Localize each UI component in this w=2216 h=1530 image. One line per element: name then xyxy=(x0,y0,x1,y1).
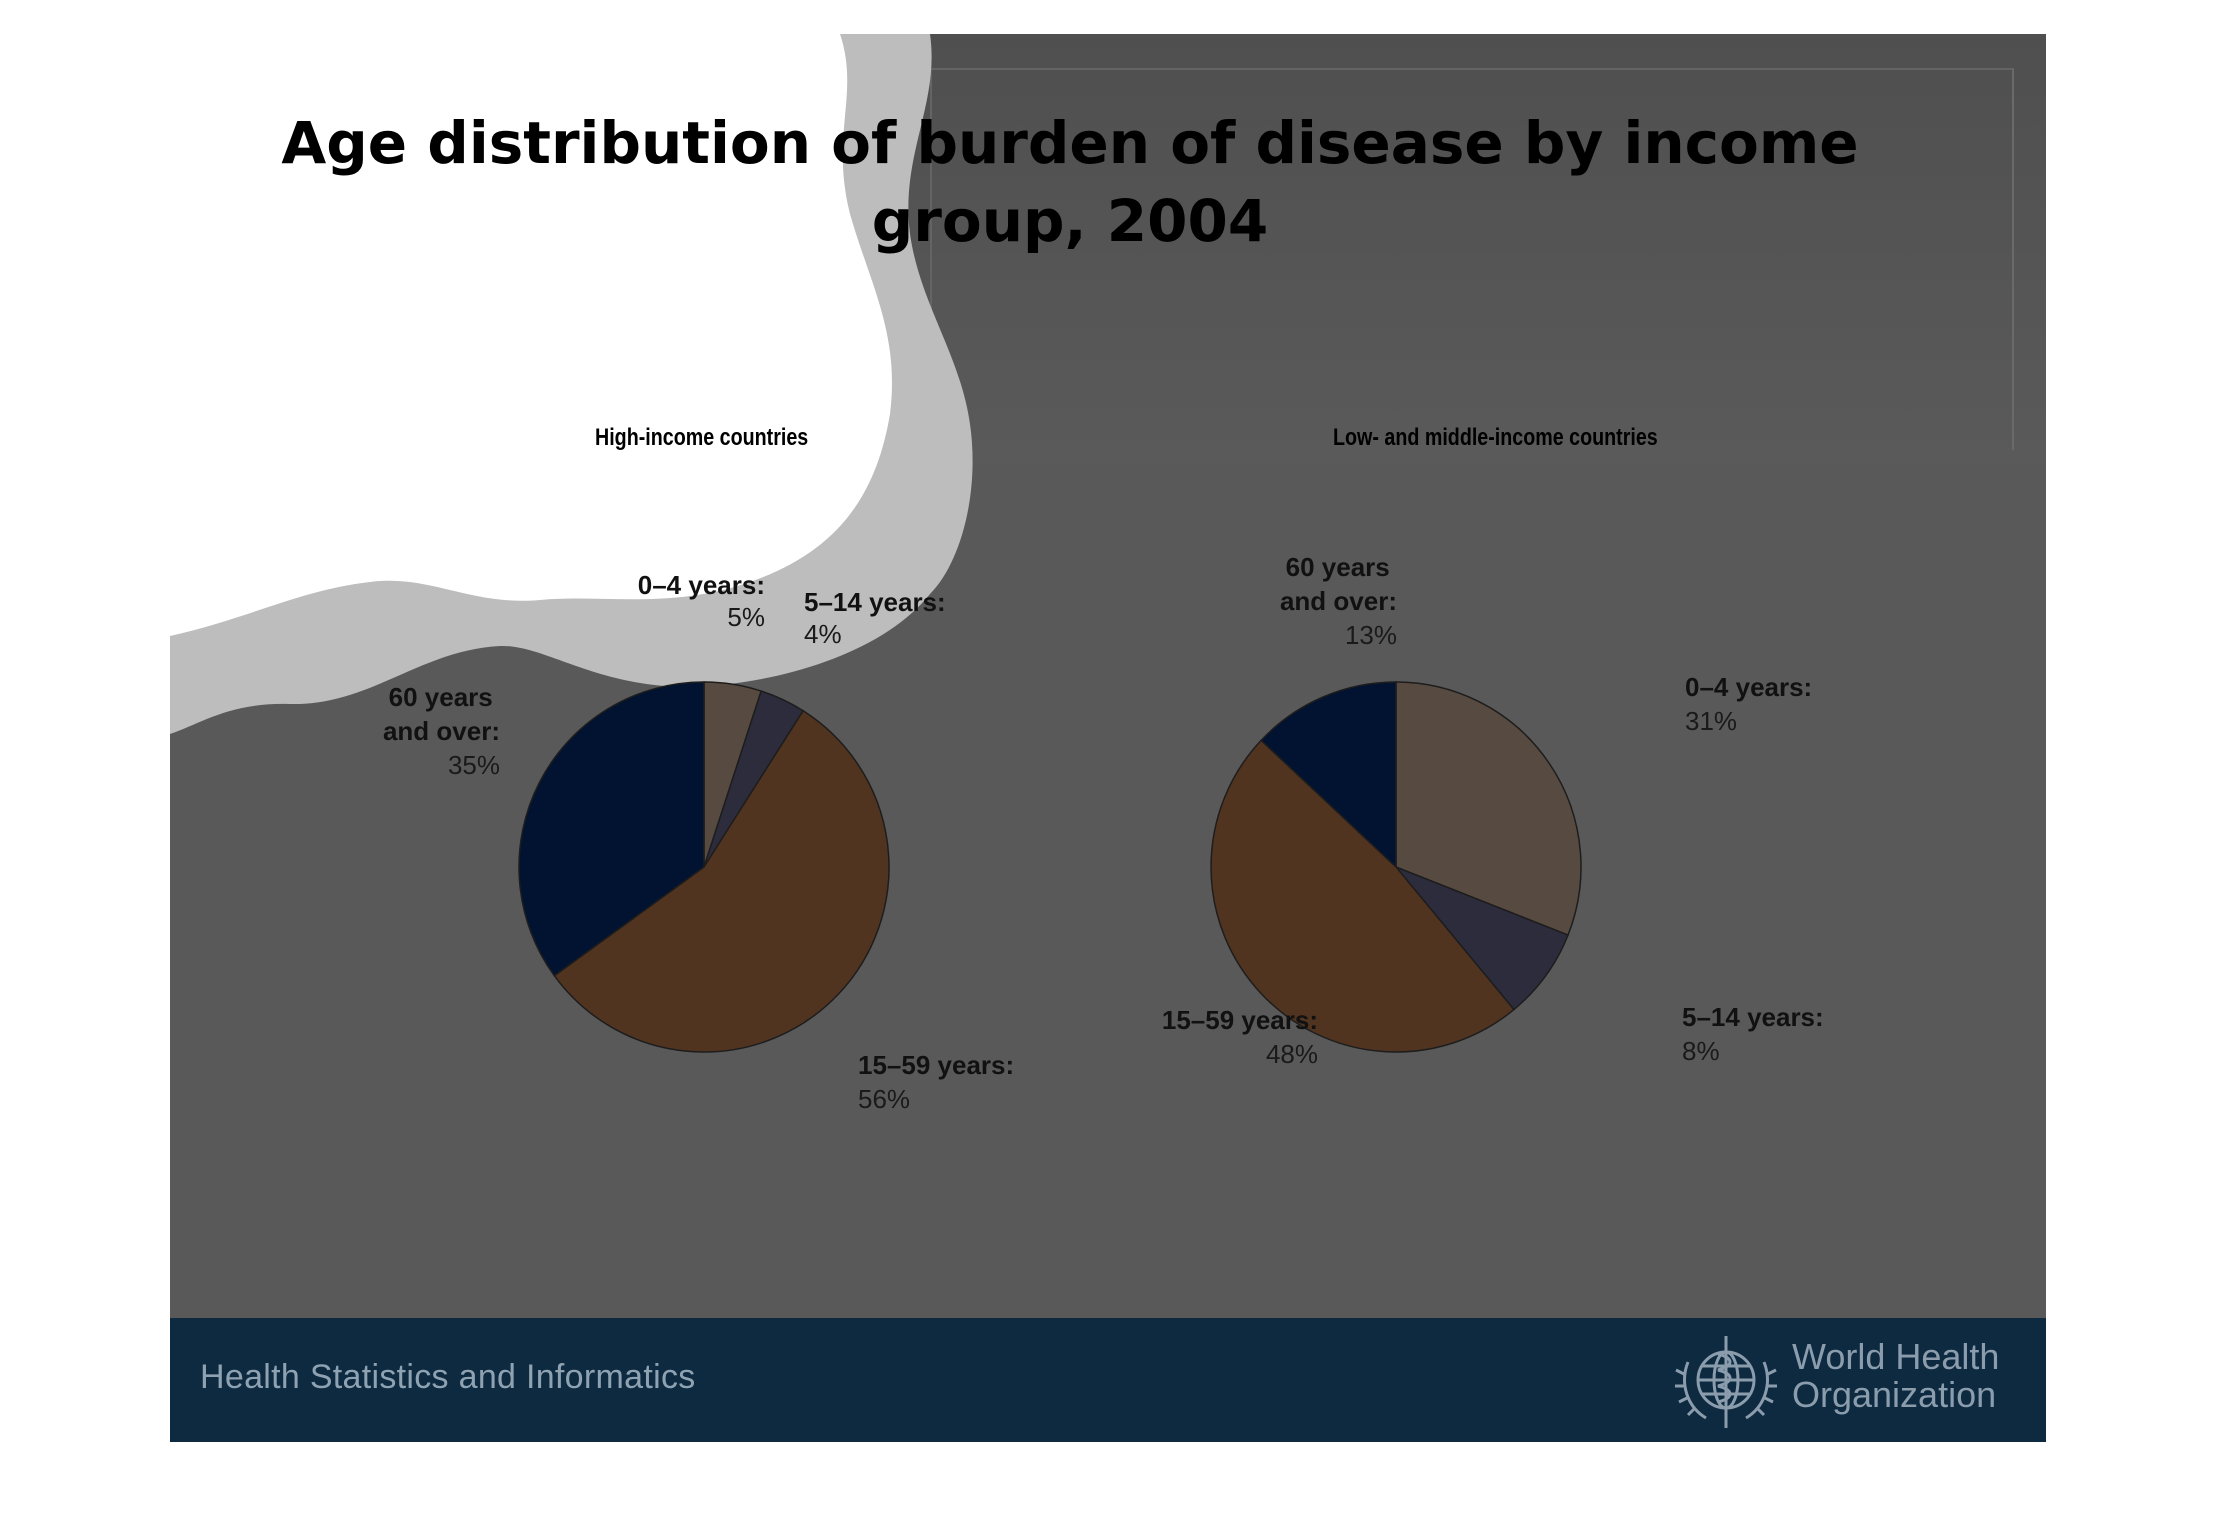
label-hi-60-years-and-over: 60 years and over: xyxy=(383,682,500,746)
white-wave-shape xyxy=(170,34,892,636)
pie-high-income xyxy=(518,681,890,1053)
pie-charts: 0–4 years: 5% 5–14 years: 4% 15–59 years… xyxy=(383,552,1824,1114)
label-hi-5-14-years: 5–14 years: xyxy=(804,587,946,617)
pie-slice-hi-15-59-years xyxy=(553,709,890,1053)
decorative-white-shape xyxy=(170,34,973,734)
label-hi-0-4-years: 0–4 years: xyxy=(638,570,765,600)
org-line-1: World Health xyxy=(1792,1336,2000,1377)
label-hi-15-59-years: 15–59 years: xyxy=(858,1050,1014,1080)
value-lmi-15-59-years: 48% xyxy=(1266,1039,1318,1069)
value-hi-5-14-years: 4% xyxy=(804,619,842,649)
label-lmi-5-14-years: 5–14 years: xyxy=(1682,1002,1824,1032)
label-lmi-15-59-years: 15–59 years: xyxy=(1162,1005,1318,1035)
label-lmi-0-4-years: 0–4 years: xyxy=(1685,672,1812,702)
footer-bar: Health Statistics and Informatics World … xyxy=(170,1318,2046,1442)
pie-slice-lmi-5-14-years xyxy=(1395,866,1569,1011)
label-lmi-60-years-and-over: 60 years and over: xyxy=(1280,552,1397,616)
value-lmi-0-4-years: 31% xyxy=(1685,706,1737,736)
value-lmi-60-years-and-over: 13% xyxy=(1345,620,1397,650)
value-hi-60-years-and-over: 35% xyxy=(448,750,500,780)
slide: Age distribution of burden of disease by… xyxy=(170,34,2046,1442)
footer-text: Health Statistics and Informatics xyxy=(200,1358,696,1396)
value-lmi-5-14-years: 8% xyxy=(1682,1036,1720,1066)
chart-title-low-middle-income: Low- and middle-income countries xyxy=(1333,424,1658,451)
slide-title: Age distribution of burden of disease by… xyxy=(281,109,1859,255)
decorative-frame xyxy=(930,68,2014,450)
pie-slice-hi-60-years-and-over xyxy=(518,681,705,977)
who-emblem-icon xyxy=(1675,1336,1777,1428)
who-organization-name: World Health Organization xyxy=(1792,1338,1999,1414)
pie-slice-lmi-15-59-years xyxy=(1210,739,1515,1053)
pie-low-middle-income xyxy=(1210,681,1582,1053)
value-hi-15-59-years: 56% xyxy=(858,1084,910,1114)
pie-slice-lmi-0-4-years xyxy=(1395,681,1582,937)
org-line-2: Organization xyxy=(1792,1374,1997,1415)
pie-slice-lmi-60-years-and-over xyxy=(1260,681,1397,869)
chart-title-high-income: High-income countries xyxy=(595,424,809,451)
value-hi-0-4-years: 5% xyxy=(727,602,765,632)
